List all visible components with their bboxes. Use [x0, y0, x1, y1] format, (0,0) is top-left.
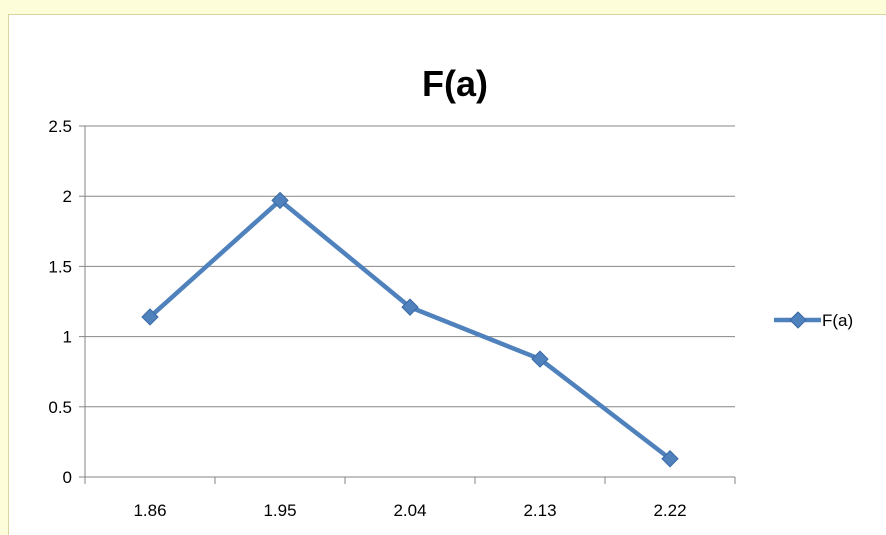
x-axis-tick-labels: 1.86 1.95 2.04 2.13 2.22 — [133, 501, 686, 520]
y-tick-label: 1.5 — [48, 257, 72, 276]
legend: F(a) — [774, 311, 853, 330]
series-layer — [141, 191, 679, 468]
line-chart: F(a) 0 0.5 1 1.5 2 2.5 1.86 1.95 2.04 2.13 2.22 F… — [48, 63, 853, 520]
chart-title: F(a) — [422, 63, 488, 104]
gridlines — [85, 125, 735, 408]
x-tick-label: 2.13 — [523, 501, 556, 520]
data-point-marker — [401, 298, 419, 316]
y-tick-label: 0.5 — [48, 398, 72, 417]
data-point-marker — [661, 450, 679, 468]
x-tick-label: 2.04 — [393, 501, 426, 520]
y-tick-label: 1 — [63, 328, 72, 347]
x-tick-label: 1.95 — [263, 501, 296, 520]
legend-entry-label: F(a) — [822, 311, 853, 330]
legend-marker-swatch — [789, 311, 807, 329]
chart-area: F(a) 0 0.5 1 1.5 2 2.5 1.86 1.95 2.04 2.13 2.22 F… — [8, 14, 886, 535]
data-point-marker — [141, 308, 159, 326]
data-point-marker — [271, 191, 289, 210]
y-tick-label: 2.5 — [48, 117, 72, 136]
x-tick-label: 2.22 — [653, 501, 686, 520]
y-axis-tick-labels: 0 0.5 1 1.5 2 2.5 — [48, 117, 72, 487]
data-point-marker — [531, 350, 549, 368]
y-tick-label: 2 — [63, 187, 72, 206]
y-tick-label: 0 — [63, 468, 72, 487]
series-line — [148, 198, 672, 461]
axes — [79, 125, 736, 484]
x-tick-label: 1.86 — [133, 501, 166, 520]
